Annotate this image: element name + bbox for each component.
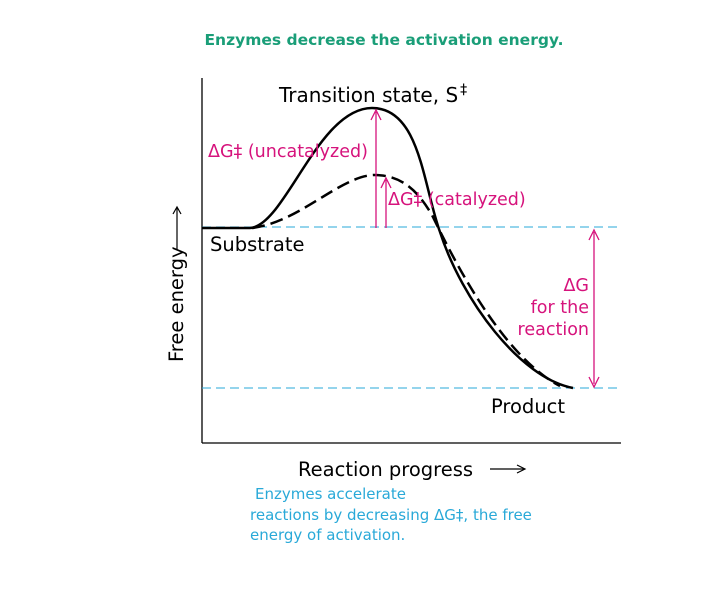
caption-line-2: reactions by decreasing ΔG‡, the free bbox=[250, 505, 532, 524]
caption-line-3: energy of activation. bbox=[250, 526, 406, 544]
delta-g-label-line3: reaction bbox=[518, 320, 589, 340]
caption: Enzymes accelerate reactions by decreasi… bbox=[250, 484, 550, 546]
catalyzed-label: ΔG‡ (catalyzed) bbox=[388, 190, 526, 210]
svg-text:Free energy: Free energy bbox=[165, 246, 188, 362]
caption-line-1: Enzymes accelerate bbox=[255, 485, 406, 503]
substrate-label: Substrate bbox=[210, 233, 305, 256]
catalyzed-curve bbox=[251, 173, 561, 388]
transition-state-label: Transition state, S ‡ bbox=[278, 82, 467, 107]
product-label: Product bbox=[491, 395, 565, 418]
uncatalyzed-arrowhead bbox=[370, 108, 382, 121]
uncatalyzed-curve bbox=[202, 106, 574, 390]
x-axis-label-arrowhead bbox=[516, 464, 527, 474]
delta-g-arrowhead-bottom bbox=[588, 376, 600, 389]
slide-title: Enzymes decrease the activation energy. bbox=[204, 31, 564, 49]
catalyzed-arrowhead bbox=[380, 176, 392, 189]
delta-g-label-line1: ΔG bbox=[563, 276, 589, 296]
uncatalyzed-label: ΔG‡ (uncatalyzed) bbox=[208, 142, 368, 162]
delta-g-arrowhead-top bbox=[588, 228, 600, 241]
y-axis-label: Free energy bbox=[165, 205, 188, 362]
y-axis-label-arrowhead bbox=[172, 205, 182, 215]
delta-g-label-line2: for the bbox=[531, 298, 589, 318]
x-axis-label: Reaction progress bbox=[298, 458, 473, 481]
